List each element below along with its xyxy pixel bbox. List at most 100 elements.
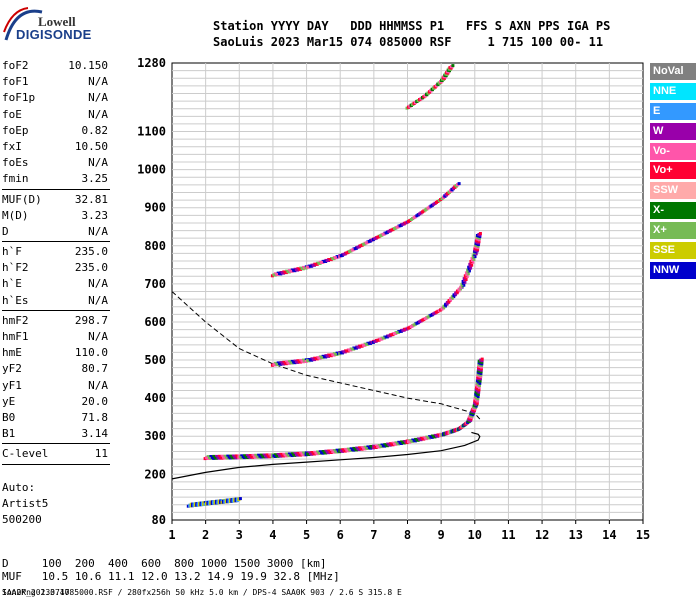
echo-mark bbox=[457, 182, 461, 186]
y-tick-label: 1100 bbox=[137, 125, 166, 139]
y-tick-label: 500 bbox=[144, 353, 166, 367]
echo-mark bbox=[463, 280, 467, 284]
header-values: SaoLuis 2023 Mar15 074 085000 RSF 1 715 … bbox=[213, 35, 604, 49]
x-tick-label: 12 bbox=[535, 528, 549, 542]
x-tick-label: 9 bbox=[438, 528, 445, 542]
x-tick-label: 8 bbox=[404, 528, 411, 542]
x-tick-label: 15 bbox=[636, 528, 650, 542]
param-label: B0 bbox=[2, 410, 16, 424]
legend-item: NNW bbox=[650, 261, 696, 279]
param-label: foEs bbox=[2, 156, 29, 170]
x-tick-label: 14 bbox=[602, 528, 616, 542]
echo-mark bbox=[478, 232, 482, 235]
y-tick-label: 400 bbox=[144, 391, 166, 405]
legend-item: X+ bbox=[650, 222, 696, 240]
echo-mark bbox=[464, 278, 468, 281]
param-value: 110.0 bbox=[74, 346, 108, 360]
param-value: N/A bbox=[88, 91, 108, 105]
y-tick-label: 300 bbox=[144, 429, 166, 443]
param-row: C-level 11 bbox=[2, 446, 110, 462]
echo-mark bbox=[466, 272, 470, 276]
param-row: fxI 10.50 bbox=[2, 139, 110, 155]
param-label: foE bbox=[2, 107, 22, 121]
param-label: fxI bbox=[2, 139, 22, 153]
auto-label: Auto: bbox=[2, 481, 36, 494]
echo-mark bbox=[471, 260, 475, 264]
y-tick-label: 700 bbox=[144, 277, 166, 291]
legend-item: SSW bbox=[650, 182, 696, 200]
echo-mark bbox=[462, 283, 466, 287]
muf-dashed-line bbox=[171, 291, 481, 420]
footer-file-info: SAA0K_2023074085000.RSF / 280fx256h 50 k… bbox=[2, 588, 402, 597]
param-label: yF1 bbox=[2, 378, 22, 392]
param-label: MUF(D) bbox=[2, 192, 42, 206]
logo-digisonde-text: DIGISONDE bbox=[16, 27, 92, 42]
param-row: M(D) 3.23 bbox=[2, 208, 110, 224]
param-row: yE 20.0 bbox=[2, 394, 110, 410]
echo-mark bbox=[451, 64, 455, 68]
param-label: B1 bbox=[2, 427, 16, 441]
param-row: MUF(D) 32.81 bbox=[2, 192, 110, 208]
echo-mark bbox=[472, 258, 476, 261]
header-columns: Station YYYY DAY DDD HHMMSS P1 FFS S AXN… bbox=[213, 19, 611, 33]
echo-mark bbox=[465, 275, 469, 279]
y-tick-label: 900 bbox=[144, 201, 166, 215]
param-value: N/A bbox=[88, 107, 108, 121]
param-row: foF2 10.150 bbox=[2, 58, 110, 74]
param-separator bbox=[2, 188, 110, 190]
x-tick-label: 6 bbox=[337, 528, 344, 542]
auto-artist: Artist5 bbox=[2, 497, 49, 510]
param-separator bbox=[2, 443, 110, 445]
echo-mark bbox=[467, 269, 471, 273]
param-label: foF1p bbox=[2, 91, 36, 105]
x-tick-label: 2 bbox=[202, 528, 209, 542]
footer-muf-row: MUF 10.5 10.6 11.1 12.0 13.2 14.9 19.9 3… bbox=[2, 570, 340, 583]
y-tick-label: 1280 bbox=[137, 56, 166, 70]
param-value: 0.82 bbox=[81, 123, 109, 137]
echo-mark bbox=[474, 252, 478, 256]
param-value: 20.0 bbox=[81, 394, 109, 408]
param-value: N/A bbox=[88, 156, 108, 170]
param-row: foE N/A bbox=[2, 107, 110, 123]
param-value: N/A bbox=[88, 224, 108, 238]
y-tick-label: 800 bbox=[144, 239, 166, 253]
param-value: 32.81 bbox=[74, 192, 108, 206]
param-separator bbox=[2, 463, 110, 465]
param-label: yF2 bbox=[2, 362, 22, 376]
param-label: hmF2 bbox=[2, 313, 29, 327]
x-tick-label: 1 bbox=[168, 528, 175, 542]
param-value: 10.50 bbox=[74, 139, 108, 153]
polarization-legend: NoVal NNE E W Vo- Vo+ SSW X- X+ SSE NNW bbox=[650, 63, 696, 282]
param-row: B0 71.8 bbox=[2, 410, 110, 426]
param-label: foF2 bbox=[2, 59, 29, 72]
legend-item: NoVal bbox=[650, 63, 696, 80]
param-label: C-level bbox=[2, 447, 49, 461]
x-tick-label: 13 bbox=[568, 528, 582, 542]
lowell-digisonde-logo: Lowell DIGISONDE bbox=[2, 2, 112, 44]
param-value: 3.14 bbox=[81, 427, 109, 441]
param-separator bbox=[2, 241, 110, 243]
echo-mark bbox=[470, 263, 474, 267]
x-tick-label: 3 bbox=[236, 528, 243, 542]
legend-item: E bbox=[650, 102, 696, 120]
x-tick-label: 7 bbox=[370, 528, 377, 542]
param-label: foF1 bbox=[2, 75, 29, 89]
legend-item: X- bbox=[650, 202, 696, 220]
logo-lowell-text: Lowell bbox=[38, 14, 76, 29]
x-tick-label: 10 bbox=[468, 528, 482, 542]
legend-item: SSE bbox=[650, 242, 696, 260]
auto-version: 500200 bbox=[2, 513, 42, 526]
param-label: h`Es bbox=[2, 293, 29, 307]
param-value: N/A bbox=[88, 75, 108, 89]
echo-mark bbox=[473, 255, 477, 259]
param-row: foF1p N/A bbox=[2, 90, 110, 106]
param-value: 235.0 bbox=[74, 245, 108, 259]
x-tick-label: 5 bbox=[303, 528, 310, 542]
param-value: 235.0 bbox=[74, 261, 108, 275]
param-value: 3.23 bbox=[81, 208, 109, 222]
param-label: foEp bbox=[2, 123, 29, 137]
x-tick-label: 4 bbox=[269, 528, 276, 542]
param-value: 298.7 bbox=[74, 313, 108, 327]
param-label: M(D) bbox=[2, 208, 29, 222]
param-row: foEp 0.82 bbox=[2, 123, 110, 139]
